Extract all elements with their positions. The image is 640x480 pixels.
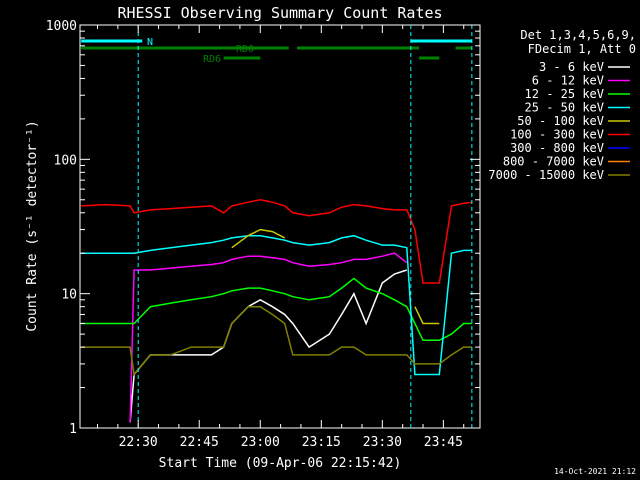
legend-label-3: 25 - 50 keV bbox=[525, 101, 604, 115]
timestamp: 14-Oct-2021 21:12 bbox=[554, 467, 636, 476]
legend-label-6: 300 - 800 keV bbox=[510, 141, 604, 155]
x-tick-label-5: 23:45 bbox=[424, 435, 463, 450]
y-axis-label: Count Rate (s⁻¹ detector⁻¹) bbox=[25, 120, 40, 331]
vline-layer bbox=[137, 25, 473, 428]
flag-label-rd6: RD6 bbox=[203, 54, 221, 65]
data-layer bbox=[81, 199, 473, 423]
x-tick-label-0: 22:30 bbox=[119, 435, 158, 450]
series-line-4 bbox=[231, 228, 440, 325]
legend-label-8: 7000 - 15000 keV bbox=[488, 168, 604, 182]
series-line-5 bbox=[81, 199, 473, 284]
x-axis-label: Start Time (09-Apr-06 22:15:42) bbox=[159, 456, 402, 471]
info-line-1: Det 1,3,4,5,6,9, bbox=[520, 28, 636, 42]
flag-label-n: N bbox=[147, 37, 153, 48]
y-tick-label-0: 1 bbox=[69, 422, 77, 437]
y-tick-label-2: 100 bbox=[54, 153, 77, 168]
flags-layer: N RD0 RD6 bbox=[81, 37, 472, 65]
legend-label-5: 100 - 300 keV bbox=[510, 128, 604, 142]
series-line-3 bbox=[81, 234, 472, 376]
flag-label-rd0: RD0 bbox=[236, 44, 254, 55]
legend-label-7: 800 - 7000 keV bbox=[503, 155, 604, 169]
plot-frame bbox=[79, 24, 481, 429]
x-tick-label-3: 23:15 bbox=[302, 435, 341, 450]
series-line-2 bbox=[81, 277, 472, 342]
series-line-1 bbox=[129, 252, 408, 423]
x-tick-label-1: 22:45 bbox=[180, 435, 219, 450]
ticks-layer: 22:30 22:45 23:00 23:15 23:30 23:45 1 10 100 1000 bbox=[46, 19, 480, 450]
y-tick-label-3: 1000 bbox=[46, 19, 77, 34]
info-line-2: FDecim 1, Att 0 bbox=[528, 42, 636, 56]
x-tick-label-2: 23:00 bbox=[241, 435, 280, 450]
legend-label-4: 50 - 100 keV bbox=[517, 114, 604, 128]
legend-label-1: 6 - 12 keV bbox=[532, 74, 604, 88]
x-tick-label-4: 23:30 bbox=[363, 435, 402, 450]
legend-label-2: 12 - 25 keV bbox=[525, 87, 604, 101]
y-tick-label-1: 10 bbox=[61, 288, 77, 303]
chart-title: RHESSI Observing Summary Count Rates bbox=[117, 4, 442, 22]
series-line-0 bbox=[129, 269, 408, 423]
legend-label-0: 3 - 6 keV bbox=[539, 60, 604, 74]
series-line-8 bbox=[81, 305, 472, 377]
